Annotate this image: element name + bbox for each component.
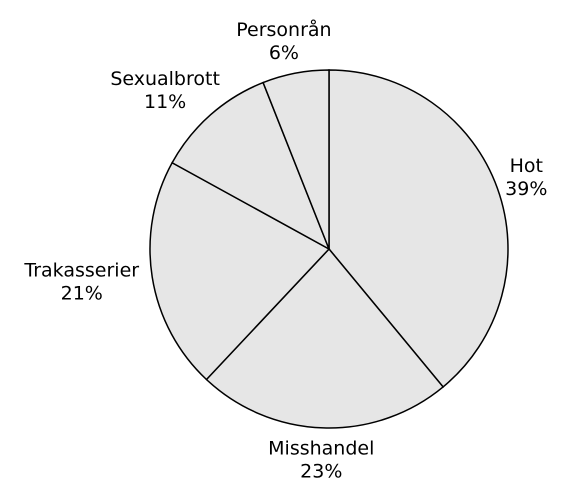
slice-label: Hot — [510, 155, 543, 177]
pie-slice — [171, 81, 331, 251]
slice-value-label: 6% — [269, 42, 299, 64]
pie-slice — [205, 247, 445, 429]
pie-slice — [328, 69, 509, 388]
slice-value-label: 21% — [61, 283, 103, 305]
slice-label: Sexualbrott — [110, 68, 220, 90]
slice-label: Personrån — [236, 18, 331, 41]
pie-slice — [149, 161, 331, 381]
pie-slice — [262, 69, 330, 250]
slice-value-label: 11% — [144, 91, 186, 113]
slice-label: Trakasserier — [23, 260, 139, 282]
slice-value-label: 39% — [505, 178, 547, 200]
slice-label: Misshandel — [268, 437, 374, 459]
slice-value-label: 23% — [300, 460, 342, 482]
